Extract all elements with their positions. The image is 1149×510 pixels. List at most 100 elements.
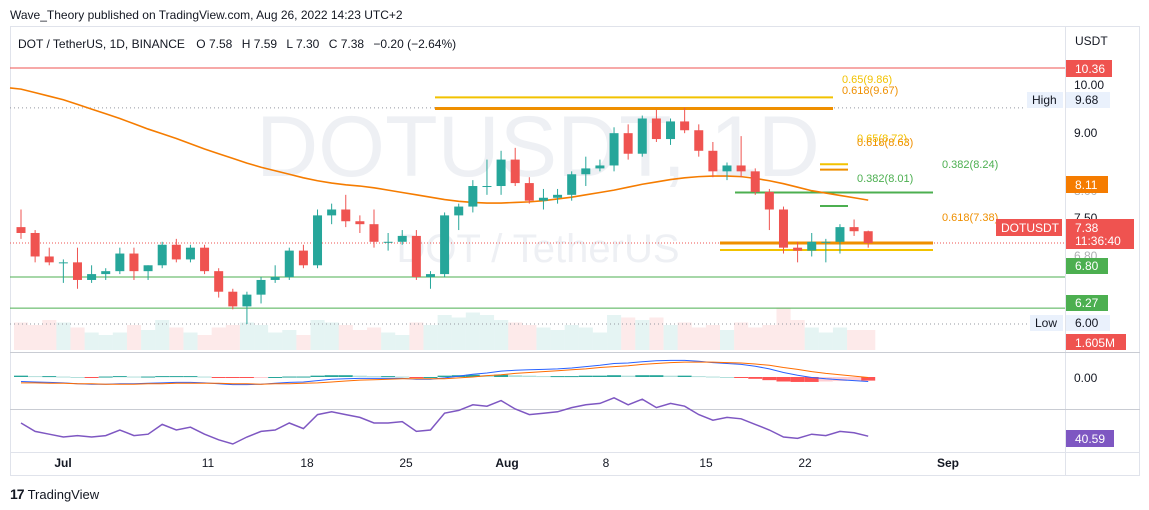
macd-histogram-bar — [861, 377, 876, 381]
candle-body — [16, 227, 26, 233]
volume-bar — [338, 325, 353, 350]
volume-bar — [409, 322, 424, 350]
fib-label: 0.382(8.01) — [857, 173, 913, 185]
candle-body — [185, 247, 195, 260]
macd-histogram-bar — [381, 376, 396, 378]
badge-ema-text: 8.11 — [1075, 178, 1098, 192]
macd-histogram-bar — [155, 376, 170, 378]
badge-last-text: 7.38 — [1075, 221, 1099, 235]
macd-histogram-bar — [720, 377, 734, 378]
volume-bar — [268, 332, 283, 350]
macd-histogram-bar — [324, 375, 339, 377]
macd-histogram-bar — [705, 376, 720, 378]
badge-low-text: 6.00 — [1075, 316, 1099, 330]
legend[interactable]: DOT / TetherUS, 1D, BINANCE O 7.58 H 7.5… — [18, 37, 456, 51]
fib-label: 0.65(9.86) — [842, 74, 892, 86]
badge-symbol-text: DOTUSDT — [1001, 221, 1060, 235]
candle-body — [849, 227, 859, 232]
macd-histogram-bar — [508, 375, 523, 377]
volume-bar — [282, 330, 297, 350]
macd-histogram-bar — [564, 376, 579, 378]
tradingview-wordmark: TradingView — [27, 486, 100, 502]
macd-histogram-bar — [169, 376, 184, 378]
macd-histogram-bar — [112, 376, 127, 378]
candle-body — [651, 118, 661, 140]
badge-countdown-text: 11:36:40 — [1075, 234, 1121, 248]
legend-high: 7.59 — [254, 37, 278, 51]
badge-last-symbol — [996, 219, 1062, 236]
candle-body — [214, 271, 224, 292]
volume-bar — [621, 317, 636, 350]
candle-body — [397, 235, 407, 242]
badge-low — [1066, 315, 1110, 331]
macd-histogram-bar — [310, 375, 325, 377]
price-axis[interactable]: USDT 10.00 9.00 8.00 7.50 6.80 0.00 10.3… — [996, 34, 1134, 447]
macd-histogram-bar — [804, 377, 819, 382]
candle-body — [270, 277, 280, 280]
badge-support-2 — [1066, 295, 1108, 311]
x-label-aug: Aug — [495, 456, 518, 470]
x-label-18: 18 — [300, 456, 314, 470]
volume-bar — [465, 312, 480, 350]
badge-support-2-text: 6.27 — [1075, 296, 1099, 310]
candles[interactable] — [16, 107, 873, 324]
macd-histogram-bar — [776, 377, 791, 382]
macd-histogram-bar — [56, 376, 71, 378]
candle-body — [623, 133, 633, 154]
high-label-box — [1027, 92, 1063, 108]
volume-bar — [494, 320, 509, 350]
candle-body — [369, 224, 379, 242]
tradingview-logo[interactable]: 17 TradingView — [10, 486, 99, 502]
legend-change: −0.20 (−2.64%) — [373, 37, 456, 51]
volume-bar — [748, 327, 763, 350]
macd-histogram-bar — [847, 377, 862, 381]
axis-tick-10: 10.00 — [1074, 78, 1104, 92]
time-axis[interactable]: Jul 11 18 25 Aug 8 15 22 Sep — [54, 456, 959, 470]
volume-bar — [42, 320, 57, 350]
candle-body — [567, 174, 577, 195]
candle-body — [680, 121, 690, 131]
macd-histogram-bar — [550, 376, 565, 378]
volume-bar — [592, 332, 608, 350]
macd-histogram-bar — [607, 375, 622, 377]
macd-histogram-bar — [663, 375, 678, 377]
candle-body — [411, 235, 421, 278]
volume-bar — [804, 327, 819, 350]
volume-bar — [352, 330, 367, 350]
x-label-sep: Sep — [937, 456, 959, 470]
volume-bar — [677, 322, 692, 350]
volume-bar — [818, 332, 833, 350]
candle-body — [609, 133, 619, 166]
volume-bar — [607, 315, 622, 350]
candle-body — [242, 294, 252, 307]
volume-bar — [56, 322, 71, 350]
volume-bar — [141, 330, 156, 350]
low-label-box — [1030, 315, 1063, 331]
fib-label: 0.65(8.72) — [857, 133, 907, 145]
volume-bar — [776, 307, 791, 350]
volume-bar — [324, 322, 339, 350]
volume-bar — [28, 325, 43, 350]
rsi-pane-separator[interactable] — [10, 409, 1140, 410]
candle-body — [666, 121, 676, 140]
volume-bar — [239, 322, 255, 350]
volume-bar — [451, 317, 466, 350]
candle-body — [694, 130, 704, 151]
macd-pane-separator[interactable] — [10, 352, 1140, 353]
macd-pane[interactable] — [14, 359, 876, 386]
volume-bar — [508, 322, 523, 350]
macd-histogram-bar — [635, 375, 650, 377]
macd-histogram-bar — [126, 376, 141, 378]
watermark-main: DOTUSDT, 1D — [256, 99, 820, 195]
fibonacci-levels[interactable]: 0.65(9.86)0.618(9.67) 0.65(8.72)0.618(8.6… — [435, 74, 998, 251]
legend-low: 7.30 — [296, 37, 320, 51]
candle-body — [228, 291, 238, 307]
volume-bar — [635, 320, 650, 350]
macd-histogram-bar — [28, 376, 43, 378]
rsi-pane[interactable] — [20, 396, 869, 445]
candle-body — [298, 250, 308, 266]
badge-high-text: 9.68 — [1075, 93, 1099, 107]
candle-body — [284, 250, 294, 278]
candle-body — [468, 186, 478, 207]
